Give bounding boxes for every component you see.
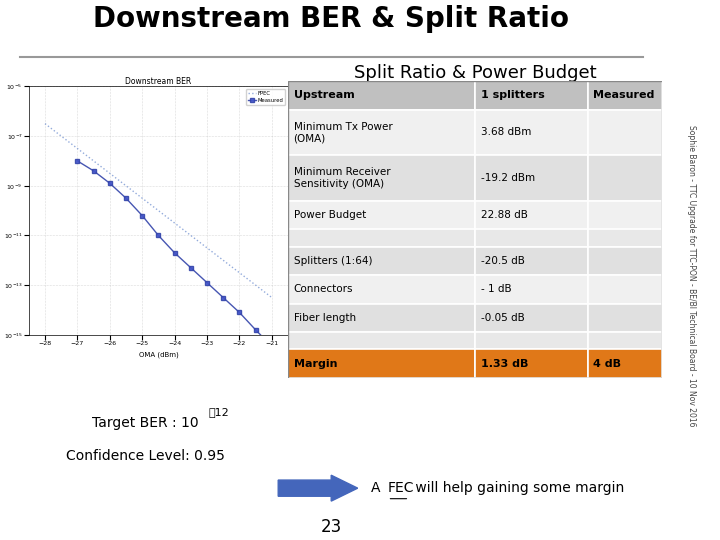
Bar — [475, 230, 588, 247]
Text: -19.2 dBm: -19.2 dBm — [481, 173, 535, 183]
Bar — [288, 349, 475, 378]
Text: Split Ratio & Power Budget: Split Ratio & Power Budget — [354, 64, 596, 82]
Text: Minimum Tx Power
(OMA): Minimum Tx Power (OMA) — [294, 122, 392, 143]
Bar — [475, 155, 588, 201]
Bar — [475, 81, 588, 110]
Bar — [588, 201, 662, 230]
Measured — [186, 265, 195, 271]
Title: Downstream BER: Downstream BER — [125, 77, 192, 86]
Text: Upstream: Upstream — [294, 90, 354, 100]
Bar — [288, 110, 475, 155]
Measured — [73, 158, 81, 164]
Bar — [475, 247, 588, 275]
Text: will help gaining some margin: will help gaining some margin — [410, 481, 624, 495]
Legend: FPEC, Measured: FPEC, Measured — [246, 89, 285, 105]
Bar — [588, 155, 662, 201]
X-axis label: OMA (dBm): OMA (dBm) — [138, 352, 179, 358]
Measured — [251, 327, 260, 333]
Text: 23: 23 — [320, 518, 342, 536]
Measured — [154, 232, 163, 239]
FPEC — [235, 269, 243, 276]
Bar — [588, 332, 662, 349]
Line: FPEC: FPEC — [45, 124, 271, 298]
FPEC — [40, 120, 49, 127]
FPEC — [171, 220, 179, 226]
Text: Minimum Receiver
Sensitivity (OMA): Minimum Receiver Sensitivity (OMA) — [294, 167, 390, 189]
Text: A: A — [371, 481, 384, 495]
Text: -0.05 dB: -0.05 dB — [481, 313, 525, 323]
Bar — [588, 230, 662, 247]
Text: Fiber length: Fiber length — [294, 313, 356, 323]
FPEC — [267, 294, 276, 301]
Bar — [475, 349, 588, 378]
Bar — [475, 275, 588, 303]
Text: 4 dB: 4 dB — [593, 359, 621, 369]
Bar — [588, 275, 662, 303]
FPEC — [105, 170, 114, 177]
Bar — [288, 201, 475, 230]
FPEC — [203, 245, 212, 251]
Measured — [235, 309, 243, 316]
Bar — [475, 110, 588, 155]
Bar — [288, 332, 475, 349]
Bar — [288, 81, 475, 110]
Text: Connectors: Connectors — [294, 285, 353, 294]
Text: Power Budget: Power Budget — [294, 210, 366, 220]
Bar — [588, 303, 662, 332]
Measured — [219, 294, 228, 301]
Text: 3.68 dBm: 3.68 dBm — [481, 127, 531, 137]
Bar — [588, 247, 662, 275]
Text: Splitters (1:64): Splitters (1:64) — [294, 256, 372, 266]
Measured — [171, 249, 179, 256]
Bar — [288, 230, 475, 247]
Text: Downstream BER & Split Ratio: Downstream BER & Split Ratio — [93, 5, 570, 33]
Text: 1.33 dB: 1.33 dB — [481, 359, 528, 369]
Bar — [288, 155, 475, 201]
Text: Margin: Margin — [294, 359, 337, 369]
Measured — [105, 180, 114, 186]
Measured — [261, 336, 269, 343]
Bar — [288, 247, 475, 275]
Bar — [588, 349, 662, 378]
Measured — [122, 195, 130, 201]
Bar — [288, 275, 475, 303]
Bar — [475, 332, 588, 349]
Bar — [288, 303, 475, 332]
Text: FEC: FEC — [387, 481, 414, 495]
Text: -20.5 dB: -20.5 dB — [481, 256, 525, 266]
Bar — [588, 81, 662, 110]
Measured — [89, 167, 98, 174]
Text: Confidence Level: 0.95: Confidence Level: 0.95 — [66, 449, 225, 463]
Bar — [475, 303, 588, 332]
Text: - 1 dB: - 1 dB — [481, 285, 511, 294]
Measured — [138, 212, 146, 219]
Text: 1 splitters: 1 splitters — [481, 90, 544, 100]
Text: Measured: Measured — [593, 90, 654, 100]
Text: ⁲12: ⁲12 — [209, 407, 230, 417]
FPEC — [138, 195, 146, 201]
Measured — [203, 279, 212, 286]
Bar — [475, 201, 588, 230]
Text: Sophie Baron - TTC Upgrade for TTC-PON - BE/BI Technical Board - 10 Nov 2016: Sophie Baron - TTC Upgrade for TTC-PON -… — [687, 125, 696, 426]
FPEC — [73, 145, 81, 152]
Bar — [588, 110, 662, 155]
FancyArrow shape — [278, 475, 358, 501]
Line: Measured: Measured — [76, 159, 267, 342]
Text: Target BER : 10: Target BER : 10 — [92, 416, 199, 430]
Text: 22.88 dB: 22.88 dB — [481, 210, 528, 220]
